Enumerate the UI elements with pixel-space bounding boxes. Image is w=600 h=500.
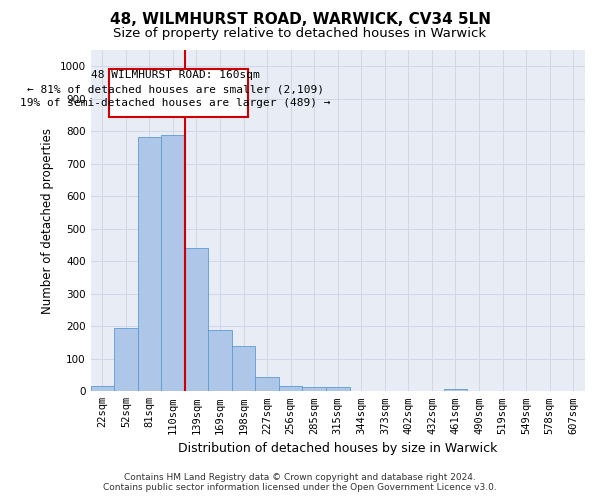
Bar — [256, 376, 279, 392]
Bar — [444, 388, 467, 392]
Bar — [137, 137, 161, 392]
Y-axis label: Number of detached properties: Number of detached properties — [41, 128, 54, 314]
Bar — [232, 346, 256, 392]
Text: 48, WILMHURST ROAD, WARWICK, CV34 5LN: 48, WILMHURST ROAD, WARWICK, CV34 5LN — [110, 12, 491, 28]
Text: 48 WILMHURST ROAD: 160sqm
← 81% of detached houses are smaller (2,109)
19% of se: 48 WILMHURST ROAD: 160sqm ← 81% of detac… — [20, 70, 331, 108]
Text: Contains HM Land Registry data © Crown copyright and database right 2024.
Contai: Contains HM Land Registry data © Crown c… — [103, 473, 497, 492]
Bar — [109, 68, 248, 117]
Bar — [91, 386, 114, 392]
X-axis label: Distribution of detached houses by size in Warwick: Distribution of detached houses by size … — [178, 442, 497, 455]
Bar — [114, 328, 137, 392]
Bar — [302, 388, 326, 392]
Bar — [208, 330, 232, 392]
Text: Size of property relative to detached houses in Warwick: Size of property relative to detached ho… — [113, 28, 487, 40]
Bar — [279, 386, 302, 392]
Bar — [161, 135, 185, 392]
Bar — [326, 388, 350, 392]
Bar — [185, 248, 208, 392]
